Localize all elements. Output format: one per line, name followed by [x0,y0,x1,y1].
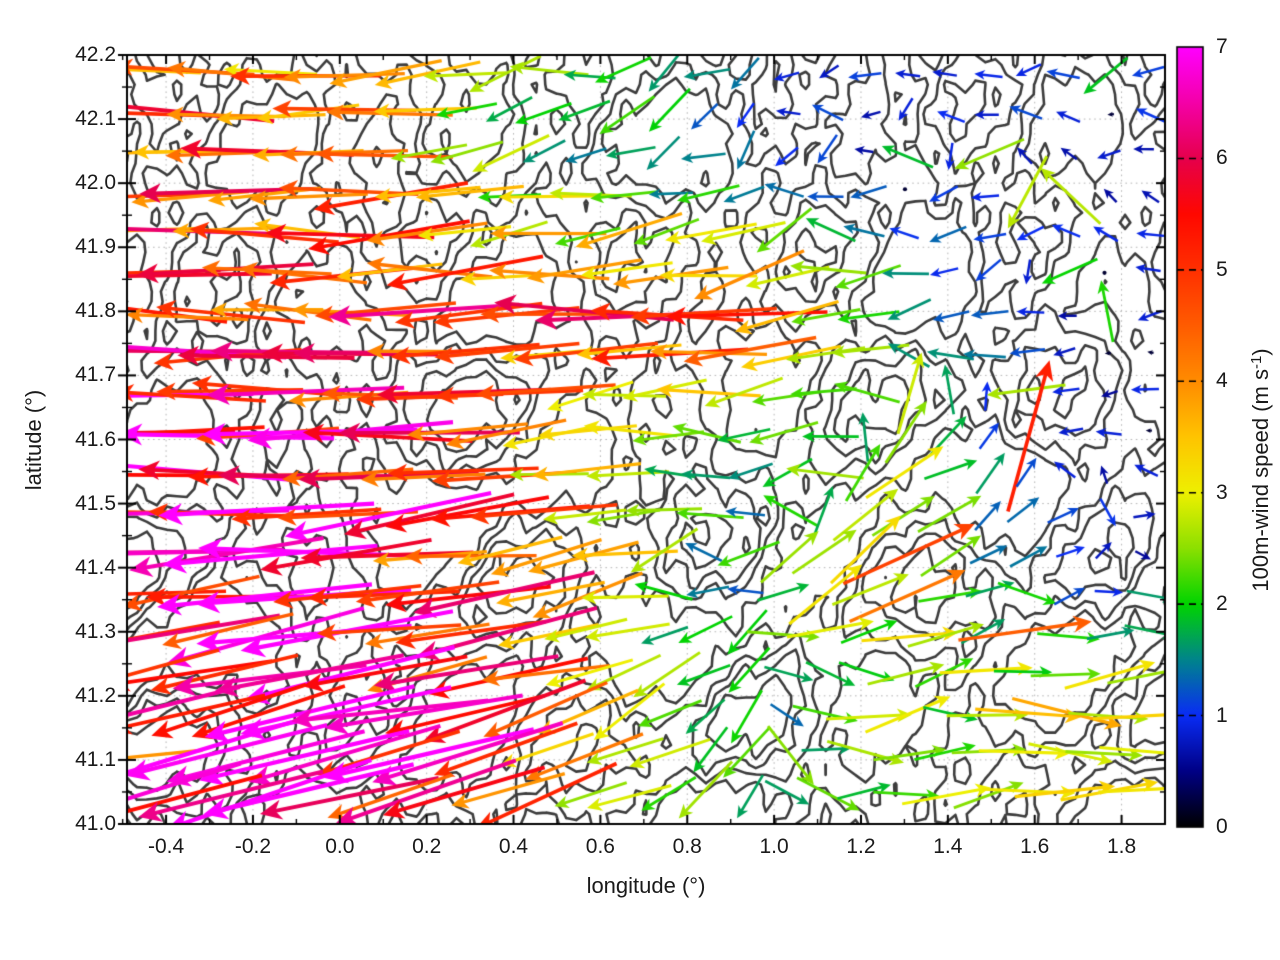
colorbar-tick-label: 6 [1216,146,1228,170]
x-tick-label: 1.0 [759,835,789,858]
y-tick-label: 41.0 [75,812,116,835]
x-tick-label: -0.2 [234,835,272,858]
y-tick-label: 41.8 [75,299,116,323]
x-tick-label: 0.6 [585,835,615,858]
y-tick-label: 41.6 [75,427,116,451]
x-axis-label: longitude (°) [586,873,706,898]
y-tick-label: 42.1 [75,107,116,131]
x-tick-label: 1.6 [1020,835,1050,858]
colorbar-label-main: 100m-wind speed (m s [1248,369,1274,592]
x-tick-label: 0.8 [672,835,702,858]
y-tick-label: 42.0 [75,171,116,195]
colorbar-tick-label: 1 [1216,703,1228,727]
y-tick-label: 41.5 [75,491,116,515]
y-tick-label: 41.1 [75,747,116,771]
y-tick-label: 41.3 [75,619,116,643]
colorbar-label-close: ) [1248,348,1274,356]
y-axis-label: latitude (°) [21,389,46,491]
x-tick-label: 1.2 [846,835,876,858]
x-tick-label: 0.0 [325,835,355,858]
x-tick-label: 1.4 [933,835,963,858]
y-tick-label: 41.4 [75,555,116,579]
colorbar-tick-label: 0 [1216,815,1228,838]
y-tick-label: 41.7 [75,363,116,387]
y-tick-label: 41.9 [75,235,116,259]
colorbar-tick-label: 4 [1216,369,1228,393]
x-tick-label: -0.4 [147,835,185,858]
colorbar-tick-label: 5 [1216,257,1228,281]
colorbar-label-superscript: -1 [1247,355,1265,370]
colorbar-label: 100m-wind speed (m s-1) [1245,348,1273,591]
y-tick-label: 42.2 [75,43,116,66]
y-tick-label: 41.2 [75,683,116,707]
x-tick-label: 0.2 [412,835,442,858]
x-tick-label: 0.4 [498,835,529,858]
colorbar-tick-label: 2 [1216,592,1228,616]
colorbar-tick-label: 3 [1216,480,1228,504]
colorbar-tick-label: 7 [1216,35,1228,58]
x-tick-label: 1.8 [1106,835,1137,858]
